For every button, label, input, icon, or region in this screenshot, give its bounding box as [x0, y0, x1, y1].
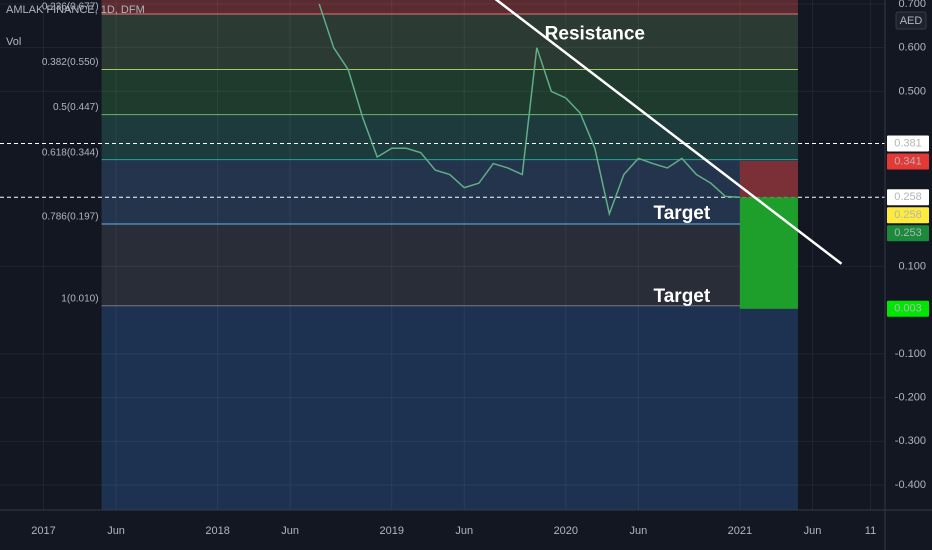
x-tick-label: 2017 [31, 525, 55, 537]
fib-zone [101, 223, 798, 306]
fib-label: 0.236(0.677) [42, 2, 99, 13]
resistance-line [494, 0, 843, 265]
currency: AED [900, 15, 923, 27]
fib-label: 0.786(0.197) [42, 212, 99, 223]
plot-area: 0.236(0.677) 0.382(0.550) 0.5(0.447) 0.618(… [0, 0, 885, 510]
fib-label: 0.5(0.447) [53, 102, 99, 113]
y-tick-label: -0.400 [895, 479, 926, 491]
position-stop [739, 160, 798, 198]
x-tick-label: Jun [629, 525, 647, 537]
annotation: Target [654, 286, 711, 307]
y-tick-label: 0.600 [898, 42, 926, 54]
price-line [318, 3, 740, 217]
price-label: 0.381 [894, 137, 922, 149]
fib-zone [101, 114, 798, 160]
fib-zone [101, 13, 798, 70]
price-label: 0.258 [894, 209, 922, 221]
y-tick-label: -0.200 [895, 391, 926, 403]
annotation: Target [654, 203, 711, 224]
x-tick-label: Jun [804, 525, 822, 537]
chart-title: AMLAK FINANCE, 1D, DFM [6, 4, 145, 16]
price-label: 0.341 [894, 155, 922, 167]
x-tick-label: Jun [455, 525, 473, 537]
volume-label: Vol [6, 36, 21, 48]
x-tick-label: 11 [865, 525, 876, 537]
price-label-box [887, 135, 929, 152]
price-label: 0.003 [894, 303, 922, 315]
fib-label: 1(0.010) [61, 293, 98, 304]
y-tick-label: 0.100 [898, 260, 926, 272]
currency-box [895, 11, 927, 30]
price-label-box [887, 153, 929, 170]
price-label-box [887, 225, 929, 242]
price-label: 0.258 [894, 191, 922, 203]
fib-label: 0.382(0.550) [42, 57, 99, 68]
x-tick-label: 2019 [379, 525, 403, 537]
fib-zone [101, 159, 798, 224]
position-target [739, 197, 798, 309]
x-tick-label: Jun [281, 525, 299, 537]
price-label: 0.253 [894, 227, 922, 239]
x-tick-label: 2020 [554, 525, 578, 537]
x-tick-label: 2021 [728, 525, 752, 537]
price-label-box [887, 189, 929, 206]
annotation: Resistance [545, 24, 645, 45]
x-tick-label: 2018 [205, 525, 229, 537]
price-label-box [887, 207, 929, 224]
x-tick-label: Jun [107, 525, 125, 537]
fib-label: 0.618(0.344) [42, 147, 99, 158]
y-tick-label: -0.100 [895, 348, 926, 360]
fib-zone [101, 69, 798, 115]
y-tick-label: 0.500 [898, 85, 926, 97]
fib-zone [101, 305, 798, 510]
y-tick-label: -0.300 [895, 435, 926, 447]
price-label-box [887, 300, 929, 317]
y-tick-label: 0.700 [898, 0, 926, 10]
fib-zone [101, 0, 798, 14]
